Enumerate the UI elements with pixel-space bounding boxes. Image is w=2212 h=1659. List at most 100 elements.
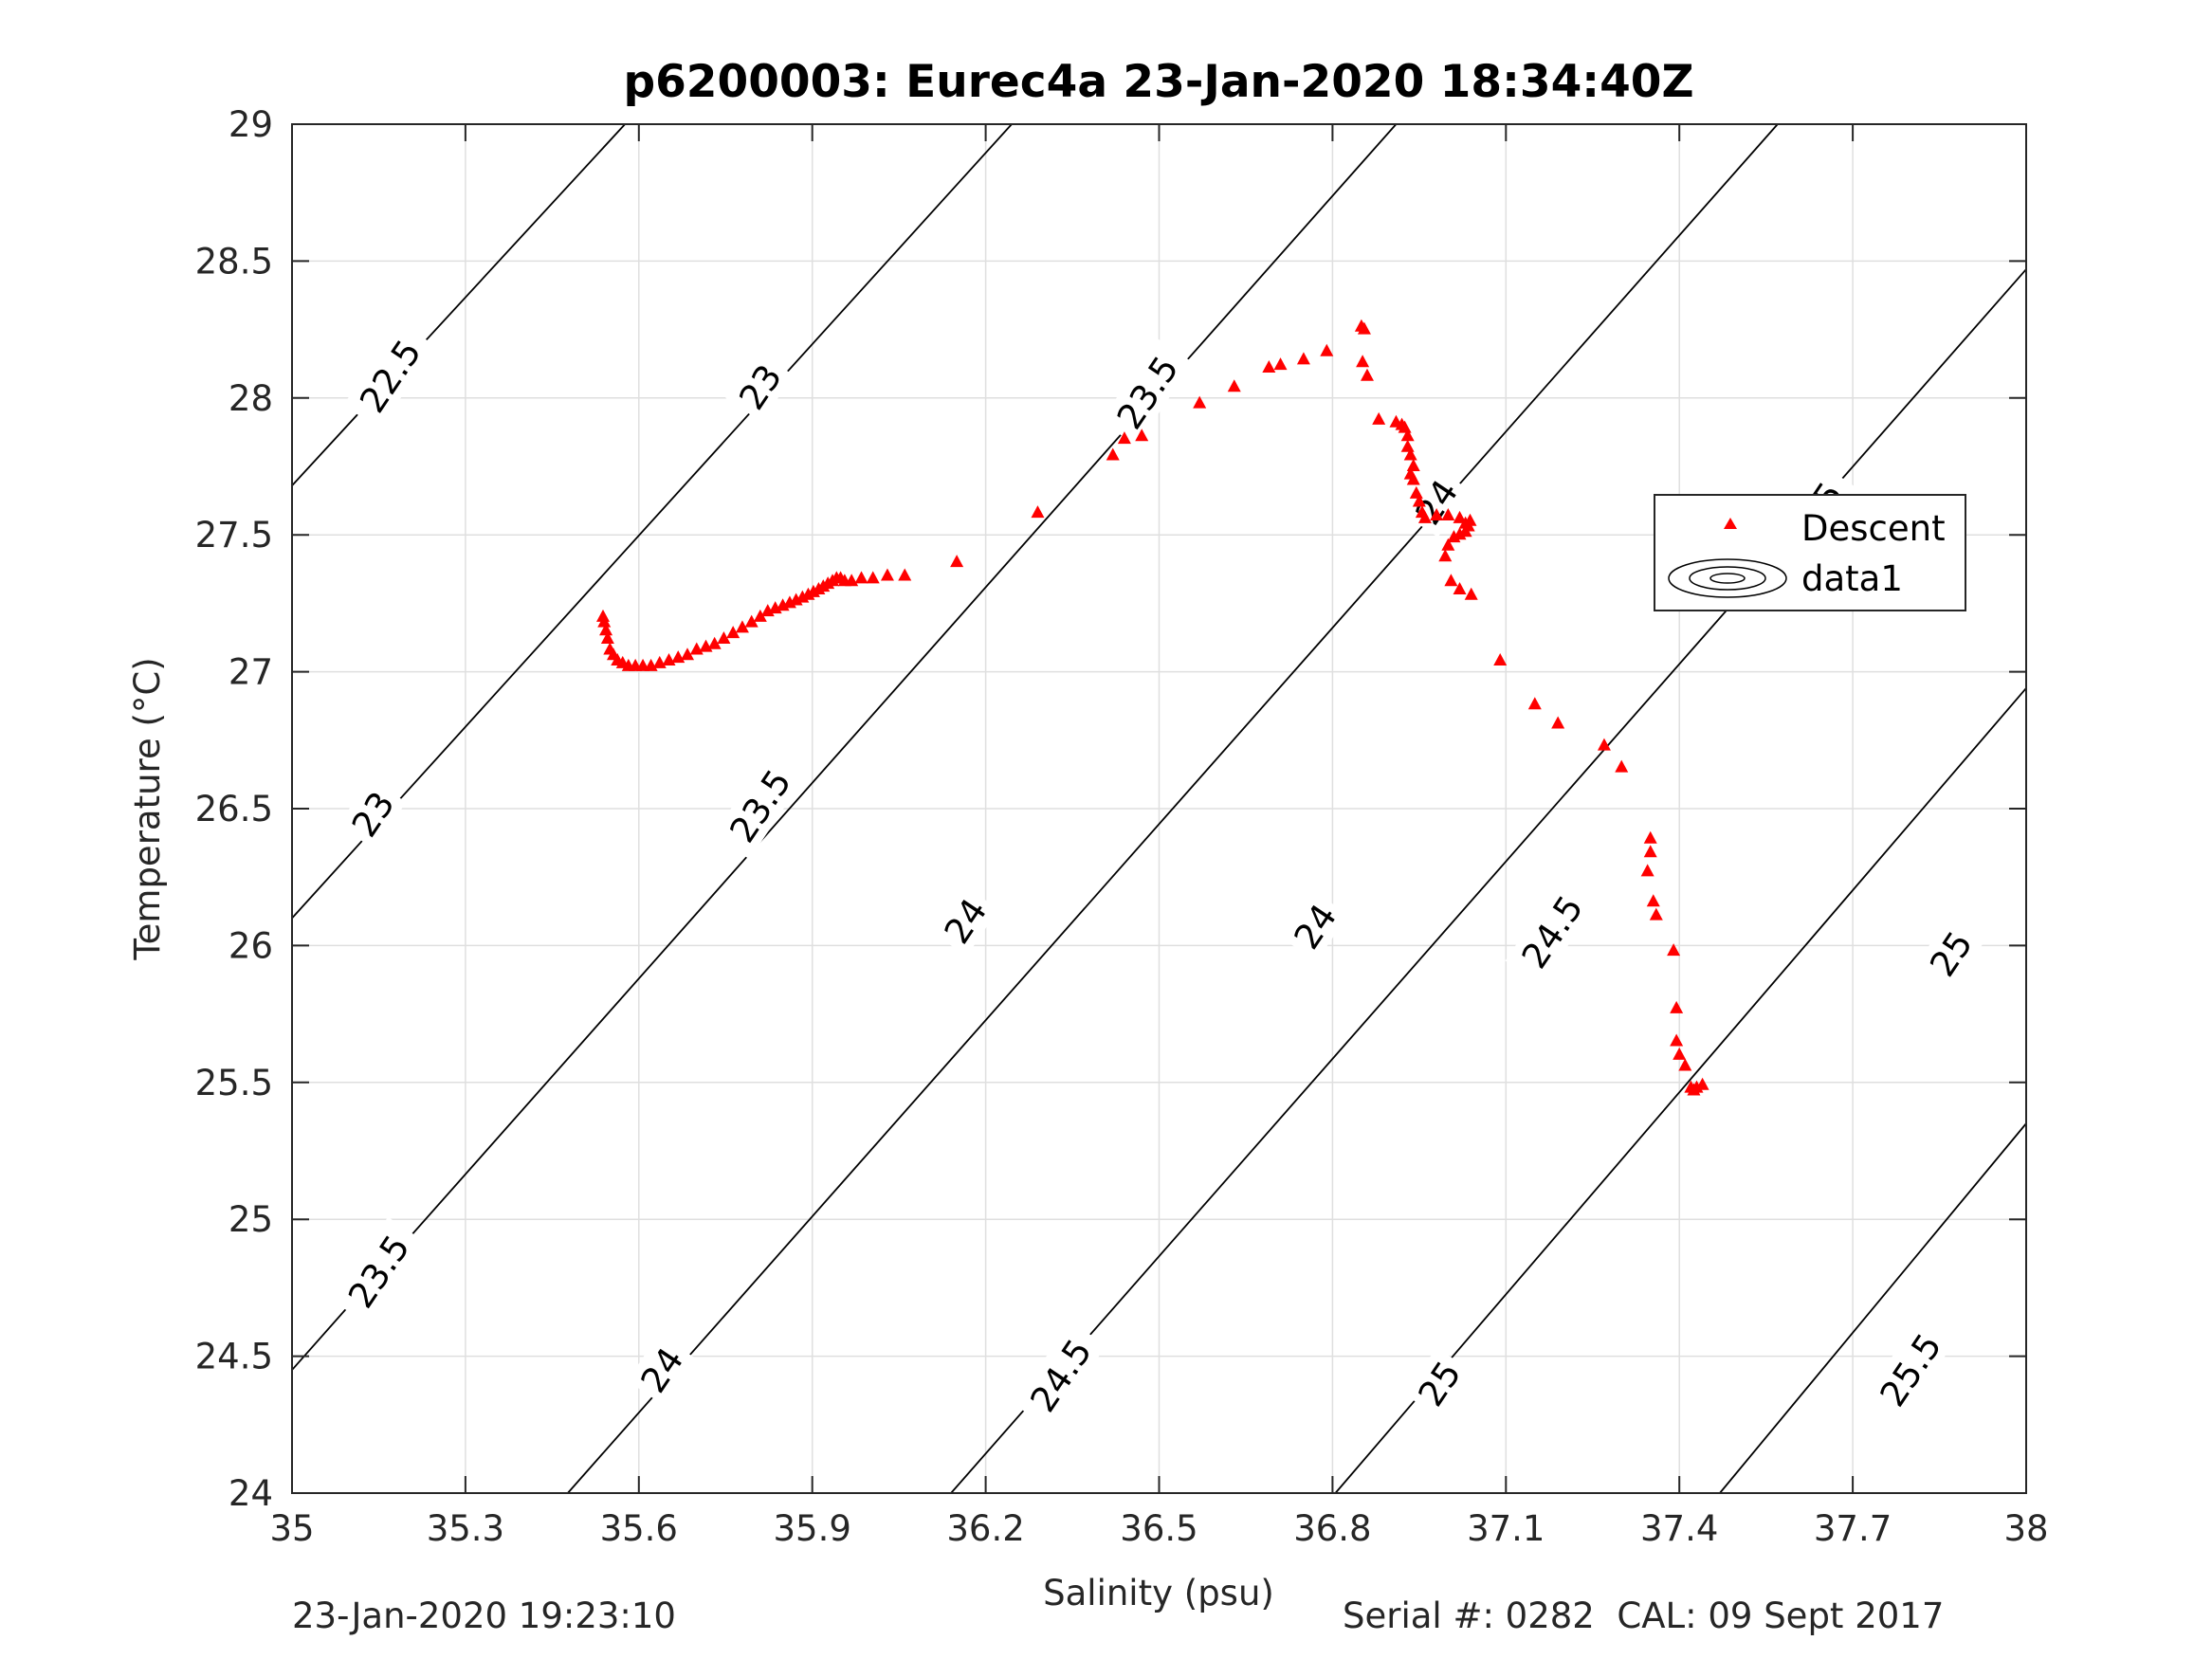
x-tick-label: 36.2 <box>946 1508 1024 1549</box>
descent-point <box>1031 505 1045 519</box>
descent-point <box>845 574 859 587</box>
contour-label-background <box>1401 465 1471 538</box>
descent-point <box>1649 907 1663 921</box>
x-axis-label: Salinity (psu) <box>1043 1573 1274 1613</box>
x-tick-label: 36.5 <box>1120 1508 1197 1549</box>
contour-line <box>567 123 1779 1494</box>
x-tick-label: 35 <box>269 1508 314 1549</box>
descent-point <box>1135 428 1149 442</box>
contour-label-background <box>343 321 436 429</box>
descent-point <box>1296 352 1310 365</box>
descent-point <box>744 614 759 628</box>
y-tick-label: 25 <box>229 1199 273 1240</box>
descent-point <box>1357 321 1371 335</box>
axis-ticks <box>291 123 2027 1494</box>
y-tick-label: 28.5 <box>195 241 273 282</box>
legend: Descent data1 <box>1654 494 1966 611</box>
descent-point <box>1667 943 1681 957</box>
descent-point <box>880 568 894 581</box>
descent-point <box>599 623 613 636</box>
descent-point <box>600 630 614 644</box>
y-axis-label: Temperature (°C) <box>127 657 168 960</box>
descent-point <box>1493 653 1508 666</box>
descent-point <box>707 636 722 649</box>
y-tick-label: 26 <box>229 925 273 966</box>
descent-point <box>1447 530 1461 543</box>
descent-point <box>1643 845 1657 858</box>
descent-point <box>1193 395 1207 409</box>
contour-label-background <box>1280 889 1349 962</box>
legend-entry-descent: Descent <box>1801 508 1946 549</box>
descent-point <box>1430 507 1444 520</box>
descent-point <box>1227 379 1241 392</box>
footer-serial-calibration: Serial #: 0282 CAL: 09 Sept 2017 <box>1343 1595 1945 1636</box>
contour-label-background <box>1505 877 1598 986</box>
descent-point <box>950 555 964 568</box>
contour-line <box>1719 1122 2027 1494</box>
descent-point <box>735 620 749 633</box>
descent-point <box>1262 360 1276 374</box>
x-tick-label: 37.1 <box>1467 1508 1545 1549</box>
descent-point <box>1406 472 1420 485</box>
contour-line <box>291 123 1013 920</box>
x-tick-label: 38 <box>2003 1508 2048 1549</box>
descent-point <box>1438 549 1453 562</box>
density-contours <box>291 123 2027 1494</box>
legend-box <box>1654 494 1966 611</box>
descent-point <box>1673 1047 1687 1060</box>
descent-point <box>726 626 740 639</box>
descent-point <box>1106 447 1120 461</box>
y-tick-label: 27.5 <box>195 515 273 556</box>
descent-point <box>1403 447 1417 461</box>
descent-point <box>1441 538 1455 551</box>
contour-label-background <box>1014 1321 1106 1430</box>
descent-point <box>1441 507 1455 520</box>
descent-point <box>596 609 611 622</box>
x-tick-label: 35.6 <box>600 1508 678 1549</box>
legend-contour-icon <box>1668 558 1787 598</box>
descent-point <box>1463 513 1477 526</box>
contour-label-background <box>930 884 999 957</box>
descent-point <box>597 614 612 628</box>
descent-point <box>1464 587 1478 600</box>
y-tick-label: 24.5 <box>195 1337 273 1377</box>
y-tick-label: 26.5 <box>195 789 273 830</box>
x-tick-label: 36.8 <box>1293 1508 1371 1549</box>
contour-label-background <box>713 751 806 860</box>
x-tick-label: 35.9 <box>774 1508 851 1549</box>
descent-point <box>1273 357 1288 371</box>
descent-point <box>1117 431 1131 445</box>
chart-title: p6200003: Eurec4a 23-Jan-2020 18:34:40Z <box>623 56 1693 108</box>
descent-point <box>1444 574 1458 587</box>
descent-point <box>1320 343 1334 356</box>
y-tick-label: 27 <box>229 652 273 693</box>
contour-label-background <box>1916 917 1984 990</box>
x-tick-label: 35.3 <box>427 1508 504 1549</box>
descent-point <box>717 630 731 644</box>
contour-label-background <box>1100 337 1194 447</box>
descent-point <box>1360 368 1374 381</box>
descent-point <box>1412 494 1426 507</box>
contour-label-background <box>338 777 407 849</box>
descent-point <box>1615 759 1629 773</box>
y-tick-label: 24 <box>229 1473 273 1514</box>
descent-point <box>681 647 695 661</box>
descent-point <box>1551 716 1565 729</box>
descent-point <box>1597 738 1611 751</box>
contour-line <box>291 123 626 486</box>
descent-point <box>866 571 880 584</box>
contour-label-background <box>627 1333 696 1406</box>
descent-point <box>1527 697 1542 710</box>
x-tick-label: 37.4 <box>1640 1508 1718 1549</box>
contour-label-background <box>1404 1347 1473 1419</box>
descent-point <box>1678 1058 1692 1071</box>
footer-timestamp: 23-Jan-2020 19:23:10 <box>292 1595 676 1636</box>
descent-point <box>1670 1000 1684 1013</box>
descent-point <box>1356 355 1370 368</box>
descent-point <box>1417 510 1432 523</box>
legend-triangle-marker-icon <box>1724 518 1737 529</box>
contour-label-background <box>1863 1315 1956 1424</box>
descent-series <box>596 319 1709 1096</box>
descent-point <box>1640 864 1654 877</box>
